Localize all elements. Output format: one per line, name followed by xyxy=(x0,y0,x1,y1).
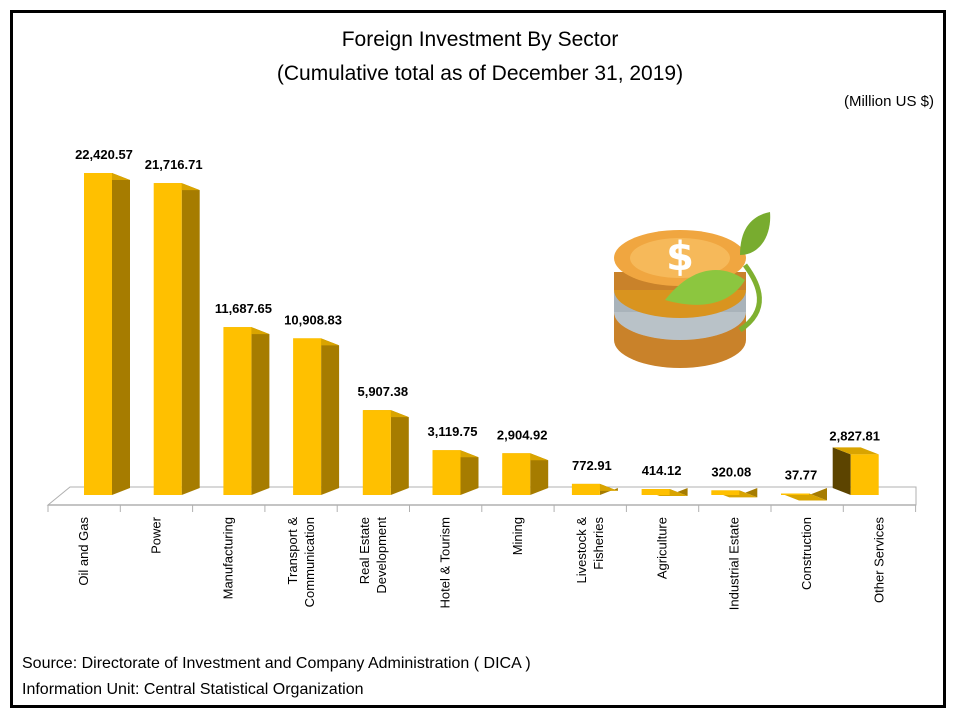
category-labels: Oil and Gas Power Manufacturing Transport &… xyxy=(76,516,886,610)
bars xyxy=(84,173,879,501)
bar xyxy=(84,173,130,495)
bar-side xyxy=(530,453,549,495)
bar-front xyxy=(84,173,112,495)
value-label: 414.12 xyxy=(642,463,682,478)
value-label: 320.08 xyxy=(711,464,751,479)
bar xyxy=(223,327,270,495)
bar-front xyxy=(641,489,670,495)
bar xyxy=(711,488,758,498)
bar xyxy=(502,453,549,495)
bar-side xyxy=(809,488,827,501)
bar-front xyxy=(502,453,531,495)
category-label: Other Services xyxy=(871,517,886,603)
bar-front xyxy=(571,483,600,495)
bar-top xyxy=(781,493,827,501)
bar xyxy=(432,450,479,495)
chart-floor xyxy=(46,486,917,512)
bar-side xyxy=(669,488,688,497)
bar-side xyxy=(321,338,340,495)
value-label: 37.77 xyxy=(785,468,818,483)
value-labels: 22,420.57 21,716.71 11,687.65 10,908.83 5,90… xyxy=(75,147,880,483)
category-label: Livestock & Fisheries xyxy=(574,517,606,584)
value-label: 3,119.75 xyxy=(428,424,478,439)
info-unit-note: Information Unit: Central Statistical Or… xyxy=(22,681,364,698)
value-label: 22,420.57 xyxy=(75,147,133,162)
bar xyxy=(293,338,340,495)
bar xyxy=(832,447,879,495)
value-label: 2,827.81 xyxy=(829,428,880,443)
bar-top xyxy=(832,447,879,455)
category-label: Oil and Gas xyxy=(76,517,91,586)
category-label: Mining xyxy=(510,517,525,555)
bar-side xyxy=(739,488,758,498)
category-label: Real Estate Development xyxy=(357,517,389,594)
bar-front xyxy=(293,338,322,495)
bar-front xyxy=(781,493,809,495)
category-label: Hotel & Tourism xyxy=(438,517,453,609)
bar xyxy=(571,483,618,495)
svg-text:$: $ xyxy=(666,234,694,280)
bar-front xyxy=(432,450,461,495)
unit-label: (Million US $) xyxy=(843,93,934,110)
bar-front xyxy=(223,327,252,495)
bar-side xyxy=(460,450,479,495)
chart-title: Foreign Investment By Sector xyxy=(341,28,619,51)
value-label: 11,687.65 xyxy=(215,301,272,316)
category-label: Manufacturing xyxy=(221,517,236,599)
category-label: Transport & Communication xyxy=(285,517,317,608)
bar xyxy=(362,410,409,495)
bar-side xyxy=(832,447,851,495)
value-label: 772.91 xyxy=(572,458,612,473)
bar-front xyxy=(153,183,182,495)
value-label: 2,904.92 xyxy=(497,427,548,442)
category-label: Power xyxy=(148,516,163,554)
value-label: 10,908.83 xyxy=(284,312,342,327)
bar-front xyxy=(362,410,391,495)
bar xyxy=(153,183,200,495)
category-label: Construction xyxy=(799,517,814,590)
category-label: Agriculture xyxy=(654,517,669,579)
bar xyxy=(781,488,827,501)
chart-subtitle: (Cumulative total as of December 31, 201… xyxy=(276,62,684,85)
coin-plant-icon: $ xyxy=(614,212,771,368)
bar-front xyxy=(850,454,879,495)
bar-front xyxy=(711,490,740,495)
value-label: 21,716.71 xyxy=(145,157,203,172)
value-label: 5,907.38 xyxy=(357,384,408,399)
bar-side xyxy=(390,410,409,495)
bar-side xyxy=(112,173,130,495)
bar xyxy=(641,488,688,497)
bar-side xyxy=(251,327,270,495)
source-note: Source: Directorate of Investment and Co… xyxy=(22,655,531,672)
category-label: Industrial Estate xyxy=(727,517,742,610)
bar-side xyxy=(181,183,200,495)
